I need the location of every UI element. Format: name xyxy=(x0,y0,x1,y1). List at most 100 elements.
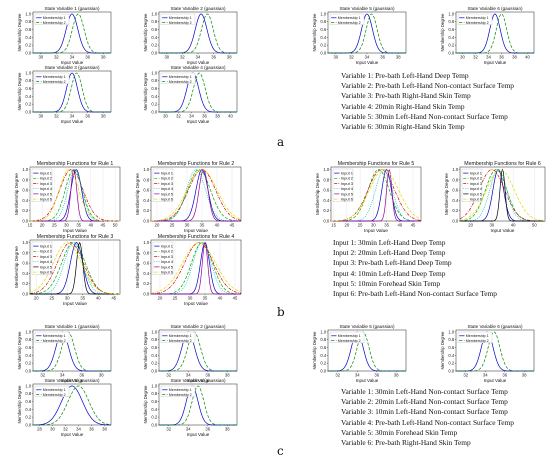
y-tick-label: 0.0 xyxy=(25,50,31,55)
x-tick-label: 34 xyxy=(186,373,191,378)
chart-title: Membership Functions for Rule 6 xyxy=(464,161,541,167)
legend-a-line-5: Variable 5: 30min Left-Hand Non-contact … xyxy=(341,111,508,121)
legend-entry: Input 6 xyxy=(161,197,174,202)
series-line-5 xyxy=(30,241,120,295)
x-axis-label: Input Value xyxy=(364,228,388,234)
y-tick-label: 1.0 xyxy=(25,70,31,75)
x-tick-label: 45 xyxy=(230,223,235,228)
y-tick-label: 1.0 xyxy=(452,167,458,172)
legend-entry: Membership 1 xyxy=(169,388,192,392)
chart-title: State Variable 5 (gaussian) xyxy=(339,324,395,329)
y-tick-label: 0.2 xyxy=(151,102,157,107)
legend-b-line-4: Input 4: 10min Left-Hand Deep Temp xyxy=(333,268,446,278)
y-tick-label: 0.8 xyxy=(25,78,31,83)
chart-title: State Variable 2 (gaussian) xyxy=(170,6,226,11)
series-line-6 xyxy=(29,242,121,295)
y-tick-label: 0.0 xyxy=(151,109,157,114)
legend-entry: Membership 1 xyxy=(338,334,361,338)
legend-entry: Membership 2 xyxy=(338,339,361,343)
y-tick-label: 0.4 xyxy=(143,271,149,276)
y-tick-label: 0.2 xyxy=(448,361,454,366)
y-tick-label: 0.2 xyxy=(320,361,326,366)
x-axis-label: Input Value xyxy=(484,378,507,383)
legend-entry: Membership 1 xyxy=(466,16,489,20)
legend-entry: Membership 1 xyxy=(169,75,192,79)
y-axis-label: Membership Degree xyxy=(440,13,445,52)
chart-a3: State Variable 3 (gaussian) 0.0 0.2 0.4 0.6 0… xyxy=(17,65,112,124)
x-tick-label: 50 xyxy=(113,223,118,228)
legend-entry: Membership 2 xyxy=(169,21,192,25)
x-tick-label: 30 xyxy=(188,296,193,301)
legend-box xyxy=(160,385,196,397)
legend-box xyxy=(160,13,196,25)
x-tick-label: 30 xyxy=(38,114,43,119)
legend-entry: Input 5 xyxy=(40,191,53,196)
y-axis-label: Membership Degree xyxy=(135,173,140,215)
y-tick-label: 0.4 xyxy=(25,407,31,412)
y-tick-label: 0.2 xyxy=(448,43,454,48)
y-tick-label: 0.4 xyxy=(320,353,326,358)
x-tick-label: 20 xyxy=(155,223,160,228)
x-tick-label: 40 xyxy=(228,114,233,119)
y-tick-label: 1.0 xyxy=(320,329,326,334)
legend-entry: Input 6 xyxy=(40,197,53,202)
chart-title: State Variable 6 (gaussian) xyxy=(467,324,523,329)
x-tick-label: 38 xyxy=(102,427,107,432)
x-axis-label: Input Value xyxy=(187,378,210,383)
series-line-1 xyxy=(159,72,237,113)
y-tick-label: 0.0 xyxy=(320,368,326,373)
legend-box xyxy=(160,331,196,343)
x-tick-label: 25 xyxy=(173,296,178,301)
x-tick-label: 36 xyxy=(205,373,210,378)
y-tick-label: 1.0 xyxy=(22,240,28,245)
legend-a-line-2: Variable 2: Pre-bath Left-Hand Non-conta… xyxy=(341,81,514,91)
y-tick-label: 0.2 xyxy=(452,208,458,213)
legend-c-line-2: Variable 2: 20min Left-Hand Non-contact … xyxy=(341,397,508,407)
y-tick-label: 0.6 xyxy=(25,399,31,404)
chart-b1: Membership Functions for Rule 1 0.0 0.2 0.4… xyxy=(14,161,121,234)
chart-b2: Membership Functions for Rule 2 0.0 0.2 0.4… xyxy=(135,161,242,234)
y-tick-label: 0.4 xyxy=(25,35,31,40)
x-axis-label: Input Value xyxy=(63,228,87,234)
legend-box xyxy=(461,168,483,202)
x-tick-label: 34 xyxy=(486,55,491,60)
x-tick-label: 36 xyxy=(79,373,84,378)
series-line-2 xyxy=(33,385,112,426)
y-tick-label: 1.0 xyxy=(143,240,149,245)
y-tick-label: 0.0 xyxy=(143,291,149,296)
y-axis-label: Membership Degree xyxy=(444,173,449,215)
y-tick-label: 0.8 xyxy=(22,177,28,182)
y-tick-label: 0.2 xyxy=(320,43,326,48)
y-tick-label: 1.0 xyxy=(448,329,454,334)
y-tick-label: 0.6 xyxy=(25,27,31,32)
legend-box xyxy=(34,331,70,343)
y-tick-label: 0.2 xyxy=(25,415,31,420)
y-tick-label: 0.4 xyxy=(22,198,28,203)
y-tick-label: 0.2 xyxy=(143,208,149,213)
y-tick-label: 0.4 xyxy=(151,407,157,412)
legend-entry: Input 1 xyxy=(40,171,53,176)
x-axis-label: Input Value xyxy=(187,119,210,124)
legend-box xyxy=(329,13,365,25)
x-tick-label: 50 xyxy=(532,223,537,228)
legend-box xyxy=(34,13,70,25)
y-tick-label: 0.8 xyxy=(25,391,31,396)
x-axis-label: Input Value xyxy=(63,301,87,307)
y-axis-label: Membership Degree xyxy=(17,331,22,370)
series-line-6 xyxy=(150,169,242,222)
x-tick-label: 34 xyxy=(60,373,65,378)
x-axis-label: Input Value xyxy=(491,228,515,234)
x-tick-label: 30 xyxy=(185,223,190,228)
legend-entry: Membership 2 xyxy=(43,80,66,84)
y-tick-label: 0.6 xyxy=(151,86,157,91)
x-tick-label: 32 xyxy=(473,55,478,60)
x-tick-label: 25 xyxy=(170,223,175,228)
legend-entry: Membership 2 xyxy=(43,339,66,343)
y-tick-label: 0.2 xyxy=(151,415,157,420)
legend-entry: Membership 2 xyxy=(466,339,489,343)
y-tick-label: 0.4 xyxy=(452,198,458,203)
legend-box xyxy=(152,168,174,202)
y-tick-label: 0.2 xyxy=(323,208,329,213)
legend-block-a: Variable 1: Pre-bath Left-Hand Deep Temp… xyxy=(341,71,514,132)
y-tick-label: 0.8 xyxy=(151,391,157,396)
